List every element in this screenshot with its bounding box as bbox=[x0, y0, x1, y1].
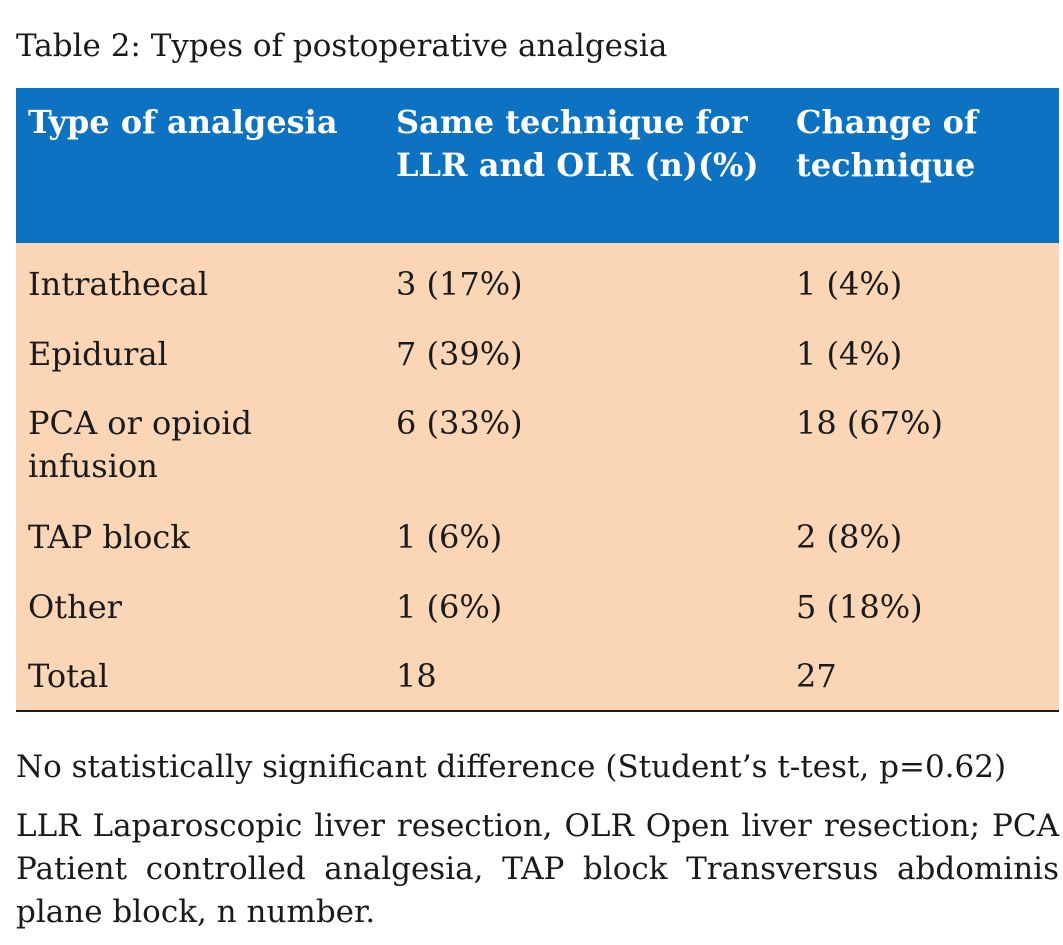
header-same-technique: Same technique for LLR and OLR (n)(%) bbox=[396, 103, 759, 184]
cell-same: 18 bbox=[396, 657, 437, 695]
cell-type: Total bbox=[28, 657, 109, 695]
cell-type: Epidural bbox=[28, 335, 168, 373]
table-header: Type of analgesia Same technique for LLR… bbox=[16, 88, 1059, 243]
cell-change: 1 (4%) bbox=[796, 335, 903, 373]
cell-type: PCA or opioid infusion bbox=[28, 404, 252, 485]
header-change-of-technique: Change of technique bbox=[796, 103, 978, 184]
cell-same: 1 (6%) bbox=[396, 588, 503, 626]
header-type-of-analgesia: Type of analgesia bbox=[28, 103, 338, 141]
cell-type: Other bbox=[28, 588, 122, 626]
cell-same: 6 (33%) bbox=[396, 404, 523, 442]
cell-change: 18 (67%) bbox=[796, 404, 943, 442]
cell-type: TAP block bbox=[28, 518, 190, 556]
table-body: Intrathecal 3 (17%) 1 (4%) Epidural 7 (3… bbox=[16, 243, 1059, 712]
cell-change: 5 (18%) bbox=[796, 588, 923, 626]
significance-note: No statistically significant difference … bbox=[16, 749, 1007, 785]
cell-type: Intrathecal bbox=[28, 265, 209, 303]
cell-change: 1 (4%) bbox=[796, 265, 903, 303]
cell-change: 27 bbox=[796, 657, 837, 695]
abbreviations-note: LLR Laparoscopic liver resection, OLR Op… bbox=[16, 808, 1059, 930]
cell-same: 3 (17%) bbox=[396, 265, 523, 303]
cell-change: 2 (8%) bbox=[796, 518, 903, 556]
table-caption: Table 2: Types of postoperative analgesi… bbox=[16, 28, 668, 64]
cell-same: 7 (39%) bbox=[396, 335, 523, 373]
cell-same: 1 (6%) bbox=[396, 518, 503, 556]
